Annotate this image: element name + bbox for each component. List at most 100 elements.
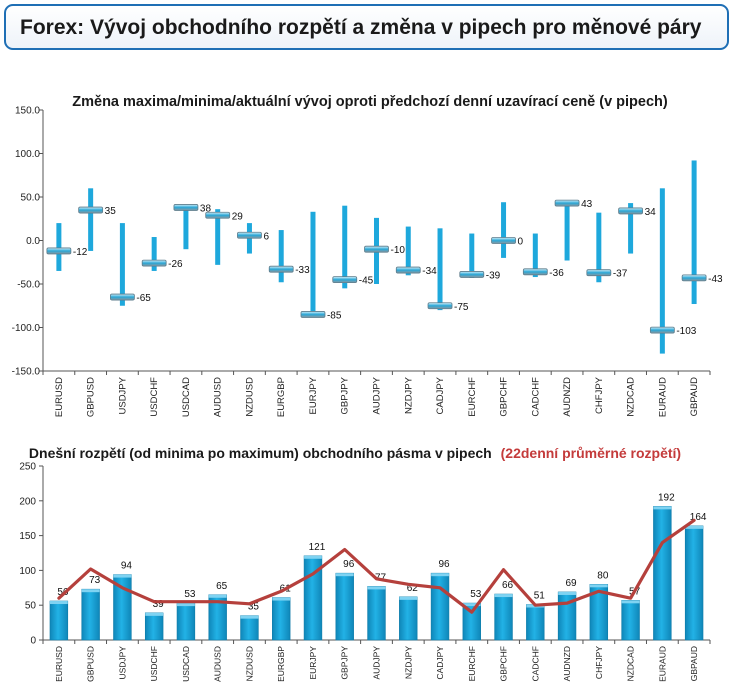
- current-marker: [364, 245, 389, 253]
- current-marker: [237, 231, 262, 239]
- current-value-label: -85: [327, 310, 342, 321]
- category-label: USDCHF: [149, 377, 160, 417]
- range-bar: [151, 237, 157, 271]
- current-marker: [78, 206, 104, 214]
- bar-value-label: 192: [658, 492, 675, 503]
- bar-value-label: 69: [566, 578, 578, 589]
- range-bar: [183, 205, 189, 250]
- chart2-title: Dnešní rozpětí (od minima po maximum) ob…: [29, 445, 681, 461]
- category-label: EURGBP: [276, 377, 287, 417]
- range-bar: [430, 572, 450, 641]
- range-bar: [653, 506, 672, 641]
- y-tick-label: 100: [19, 566, 36, 577]
- current-value-label: -10: [391, 245, 406, 256]
- range-bar-top: [558, 591, 576, 595]
- category-label: USDCHF: [149, 646, 159, 681]
- category-label: NZDUSD: [244, 377, 255, 417]
- category-label: AUDUSD: [213, 646, 223, 682]
- category-label: EURJPY: [308, 376, 319, 414]
- range-bar-top: [81, 589, 100, 593]
- range-bar: [437, 228, 443, 311]
- range-bar: [596, 212, 602, 283]
- range-bar: [469, 233, 475, 278]
- current-value-label: -36: [549, 268, 564, 279]
- bar-value-label: 80: [597, 570, 609, 581]
- range-bar-top: [685, 525, 704, 529]
- avg-22d-line: [57, 518, 696, 614]
- y-tick-label: -50.0: [17, 280, 40, 291]
- category-label: NZDCAD: [626, 646, 636, 681]
- category-label: USDJPY: [117, 376, 128, 414]
- y-tick-label: -100.0: [12, 323, 41, 334]
- current-marker: [681, 274, 707, 282]
- category-label: AUDUSD: [213, 377, 224, 417]
- range-bar: [335, 572, 354, 641]
- current-marker: [46, 247, 72, 255]
- range-bar-top: [240, 615, 259, 619]
- range-bar: [56, 223, 62, 271]
- current-marker: [586, 269, 612, 277]
- category-label: EURUSD: [54, 377, 65, 417]
- category-label: CADCHF: [530, 377, 541, 417]
- category-label: EURAUD: [657, 646, 667, 682]
- category-label: EURJPY: [308, 646, 318, 680]
- chart1-title: Změna maxima/minima/aktuální vývoj oprot…: [72, 94, 668, 110]
- category-label: AUDJPY: [372, 376, 383, 414]
- bar-value-label: 164: [690, 512, 707, 523]
- range-bar: [405, 226, 411, 276]
- current-marker: [395, 266, 421, 274]
- y-tick-label: -150.0: [12, 367, 41, 378]
- current-marker: [268, 265, 294, 273]
- bar-value-label: 65: [216, 581, 228, 592]
- current-value-label: 38: [200, 203, 212, 214]
- range-bar: [399, 596, 418, 641]
- range-chart: Dnešní rozpětí (od minima po maximum) ob…: [19, 445, 711, 682]
- current-marker: [649, 326, 675, 334]
- range-bar: [621, 600, 640, 641]
- range-bar-top: [621, 600, 640, 604]
- chart2-title-black: Dnešní rozpětí (od minima po maximum) ob…: [29, 445, 492, 461]
- category-label: NZDJPY: [403, 376, 414, 414]
- category-label: GBPAUD: [689, 377, 700, 417]
- y-tick-label: 0: [30, 636, 36, 647]
- range-bar: [240, 615, 259, 641]
- range-bar-top: [367, 586, 386, 590]
- current-value-label: -65: [136, 293, 151, 304]
- category-label: CADJPY: [435, 376, 446, 414]
- category-label: EURCHF: [467, 646, 477, 681]
- current-value-label: -12: [73, 247, 88, 258]
- y-tick-label: 250: [19, 462, 36, 473]
- current-marker: [554, 199, 580, 207]
- current-value-label: -39: [486, 270, 501, 281]
- y-tick-label: 50: [25, 601, 37, 612]
- category-label: GBPUSD: [86, 646, 96, 682]
- range-bar: [88, 188, 94, 251]
- current-value-label: 29: [232, 211, 244, 222]
- bar-value-label: 94: [121, 561, 133, 572]
- current-marker: [332, 276, 358, 284]
- category-label: GBPJPY: [340, 646, 350, 680]
- category-label: CADJPY: [435, 646, 445, 680]
- current-value-label: -103: [676, 326, 696, 337]
- category-label: GBPJPY: [340, 376, 351, 414]
- range-bar: [119, 223, 125, 306]
- current-value-label: -37: [613, 269, 628, 280]
- range-bar-top: [49, 601, 68, 605]
- range-chart-panel: Dnešní rozpětí (od minima po maximum) ob…: [10, 444, 730, 688]
- range-bar-top: [653, 506, 672, 510]
- range-bar-top: [431, 573, 449, 577]
- category-label: EURGBP: [276, 646, 286, 682]
- range-bar-top: [399, 596, 418, 600]
- bar-value-label: 51: [534, 591, 546, 602]
- current-value-label: 34: [645, 207, 657, 218]
- category-label: GBPUSD: [86, 377, 97, 417]
- y-tick-label: 50.0: [21, 193, 41, 204]
- current-value-label: 35: [105, 206, 117, 217]
- current-marker: [141, 259, 167, 267]
- range-bar: [342, 205, 348, 289]
- bar-value-label: 73: [89, 575, 101, 586]
- category-label: NZDUSD: [244, 646, 254, 681]
- range-bar: [628, 203, 634, 254]
- category-label: CHFJPY: [594, 376, 605, 414]
- range-bar: [81, 588, 100, 641]
